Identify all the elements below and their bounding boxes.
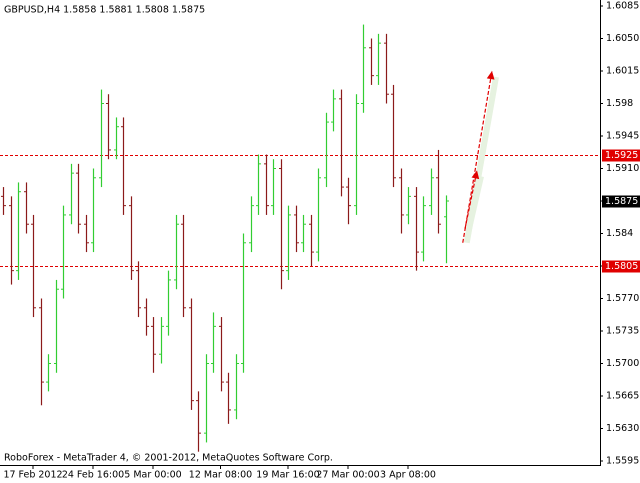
y-tick-label: 1.5630	[606, 423, 639, 434]
forecast-arrow	[464, 170, 478, 229]
x-tick-label: 27 Mar 00:00	[316, 470, 379, 481]
y-tick-label: 1.5770	[606, 293, 639, 304]
arrow-head	[471, 170, 480, 180]
y-tick-label: 1.598	[606, 98, 633, 109]
y-tick-label: 1.584	[606, 228, 633, 239]
arrow-head	[486, 71, 495, 80]
y-tick-label: 1.5595	[606, 456, 639, 467]
copyright: RoboForex - MetaTrader 4, © 2001-2012, M…	[4, 453, 333, 464]
y-tick-label: 1.6050	[606, 33, 639, 44]
y-tick-label: 1.5735	[606, 326, 639, 337]
level-label-box	[602, 149, 640, 162]
forecast-arrow	[462, 70, 493, 243]
x-tick-label: 19 Mar 16:00	[256, 470, 319, 481]
x-tick-label: 5 Mar 00:00	[124, 470, 181, 481]
level-label-box	[602, 195, 640, 208]
level-label-box	[602, 260, 640, 273]
x-tick-label: 17 Feb 2012	[3, 470, 62, 481]
y-tick-label: 1.5700	[606, 358, 639, 369]
y-tick-label: 1.5910	[606, 163, 639, 174]
y-tick-label: 1.6085	[606, 1, 639, 12]
y-tick-label: 1.5665	[606, 391, 639, 402]
x-tick-label: 12 Mar 08:00	[189, 470, 252, 481]
arrow-shadow	[466, 175, 484, 230]
level-label: 1.5805	[605, 261, 638, 272]
level-label: 1.5875	[605, 196, 638, 207]
x-tick-label: 24 Feb 16:00	[62, 470, 124, 481]
y-tick-label: 1.5945	[606, 131, 639, 142]
level-label: 1.5925	[605, 150, 638, 161]
x-tick-label: 3 Apr 08:00	[380, 470, 436, 481]
chart-title: GBPUSD,H4 1.5858 1.5881 1.5808 1.5875	[4, 5, 205, 16]
y-tick-label: 1.6015	[606, 66, 639, 77]
